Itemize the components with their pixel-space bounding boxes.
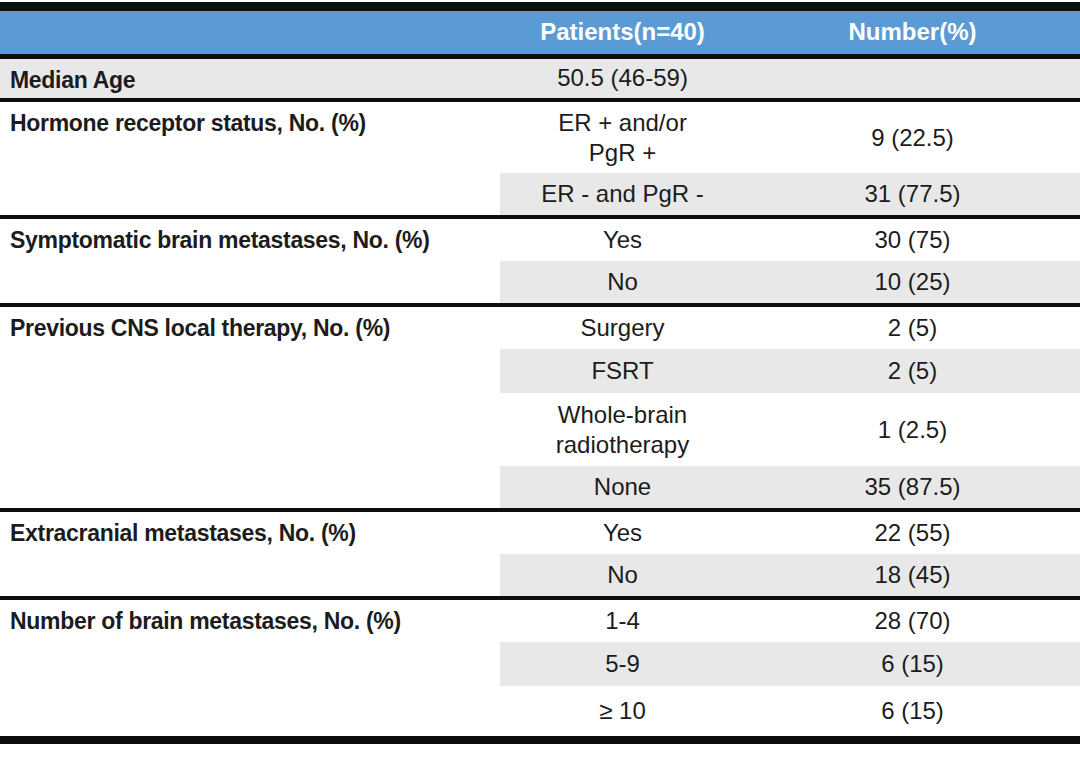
col-header-empty [0,11,500,56]
value-cell: 1 (2.5) [745,393,1080,466]
value-cell: 2 (5) [745,305,1080,349]
group-label-cell: Median Age [0,56,500,100]
category-cell: Whole-brain radiotherapy [500,393,745,466]
group-label-cell: Extracranial metastases, No. (%) [0,510,500,598]
table-row: Median Age50.5 (46-59) [0,56,1080,100]
value-cell: 30 (75) [745,217,1080,261]
value-cell: 10 (25) [745,261,1080,305]
group-label-cell: Previous CNS local therapy, No. (%) [0,305,500,510]
table-row: Symptomatic brain metastases, No. (%)Yes… [0,217,1080,261]
col-header-patients: Patients(n=40) [500,11,745,56]
value-cell: 35 (87.5) [745,466,1080,510]
category-cell: FSRT [500,349,745,393]
col-header-number: Number(%) [745,11,1080,56]
group-label-cell: Symptomatic brain metastases, No. (%) [0,217,500,305]
value-cell: 28 (70) [745,598,1080,642]
category-cell: ER + and/or PgR + [500,100,745,173]
table-row: Number of brain metastases, No. (%)1-428… [0,598,1080,642]
table-row: Previous CNS local therapy, No. (%)Surge… [0,305,1080,349]
category-cell: No [500,554,745,598]
table-row: Hormone receptor status, No. (%)ER + and… [0,100,1080,173]
category-cell: 1-4 [500,598,745,642]
header-row: Patients(n=40) Number(%) [0,11,1080,56]
category-cell: ≥ 10 [500,686,745,740]
value-cell: 6 (15) [745,642,1080,686]
table-body: Median Age50.5 (46-59)Hormone receptor s… [0,56,1080,740]
value-cell: 22 (55) [745,510,1080,554]
category-cell: No [500,261,745,305]
category-cell: 50.5 (46-59) [500,56,745,100]
category-cell: Yes [500,510,745,554]
table-row: Extracranial metastases, No. (%)Yes22 (5… [0,510,1080,554]
group-label-cell: Hormone receptor status, No. (%) [0,100,500,217]
value-cell: 9 (22.5) [745,100,1080,173]
category-cell: ER - and PgR - [500,173,745,217]
category-cell: 5-9 [500,642,745,686]
category-cell: Yes [500,217,745,261]
value-cell: 2 (5) [745,349,1080,393]
group-label-cell: Number of brain metastases, No. (%) [0,598,500,740]
patient-characteristics-table: Patients(n=40) Number(%) Median Age50.5 … [0,11,1080,744]
value-cell: 18 (45) [745,554,1080,598]
category-cell: None [500,466,745,510]
value-cell: 31 (77.5) [745,173,1080,217]
patient-characteristics-page: Patients(n=40) Number(%) Median Age50.5 … [0,0,1080,781]
category-cell: Surgery [500,305,745,349]
top-rule [0,2,1080,11]
value-cell [745,56,1080,100]
value-cell: 6 (15) [745,686,1080,740]
